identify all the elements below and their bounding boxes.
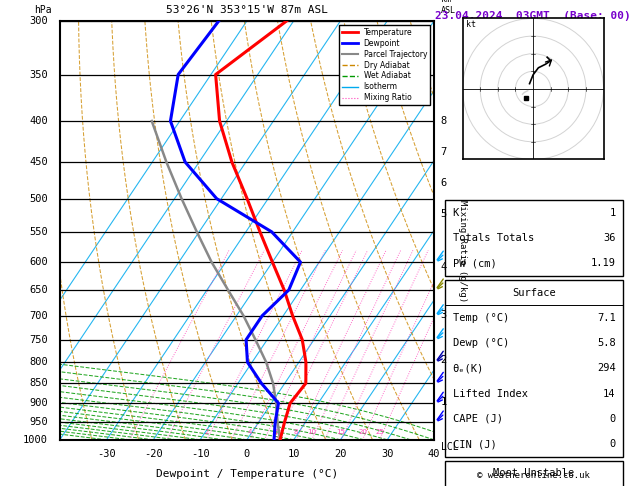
Text: PW (cm): PW (cm) <box>452 259 496 268</box>
Text: 6: 6 <box>441 178 447 188</box>
Text: 7.1: 7.1 <box>597 313 616 323</box>
Text: Mixing Ratio (g/kg): Mixing Ratio (g/kg) <box>457 200 467 302</box>
Text: Lifted Index: Lifted Index <box>452 389 528 399</box>
Text: 1: 1 <box>610 208 616 218</box>
Text: 15: 15 <box>337 429 345 435</box>
Text: 6: 6 <box>274 429 279 435</box>
Text: 53°26'N 353°15'W 87m ASL: 53°26'N 353°15'W 87m ASL <box>166 4 328 15</box>
Text: kt: kt <box>466 20 476 29</box>
Text: 10: 10 <box>287 449 300 459</box>
Text: 25: 25 <box>376 429 384 435</box>
Text: 600: 600 <box>29 257 48 267</box>
Text: LCL: LCL <box>441 442 459 452</box>
Text: 14: 14 <box>603 389 616 399</box>
Text: 10: 10 <box>307 429 316 435</box>
Text: 950: 950 <box>29 417 48 427</box>
Text: Dewp (°C): Dewp (°C) <box>452 338 509 348</box>
Bar <box>445 200 623 276</box>
Text: 5: 5 <box>441 208 447 219</box>
Text: 900: 900 <box>29 398 48 408</box>
Text: 20: 20 <box>334 449 347 459</box>
Text: 500: 500 <box>29 193 48 204</box>
Bar <box>445 280 623 457</box>
Text: 300: 300 <box>29 16 48 26</box>
Text: 1: 1 <box>441 398 447 407</box>
Text: © weatheronline.co.uk: © weatheronline.co.uk <box>477 471 589 480</box>
Text: -30: -30 <box>97 449 116 459</box>
Text: Dewpoint / Temperature (°C): Dewpoint / Temperature (°C) <box>156 469 338 479</box>
Text: CAPE (J): CAPE (J) <box>452 414 503 424</box>
Text: hPa: hPa <box>34 4 52 15</box>
Text: 400: 400 <box>29 116 48 126</box>
Text: 2: 2 <box>204 429 209 435</box>
Text: 7: 7 <box>441 147 447 157</box>
Text: -10: -10 <box>191 449 209 459</box>
Text: 36: 36 <box>603 233 616 243</box>
Text: 0: 0 <box>610 439 616 449</box>
Text: 550: 550 <box>29 227 48 237</box>
Text: 1.19: 1.19 <box>591 259 616 268</box>
Text: 0: 0 <box>244 449 250 459</box>
Text: 800: 800 <box>29 357 48 367</box>
Text: 650: 650 <box>29 285 48 295</box>
Text: 2: 2 <box>441 355 447 365</box>
Text: θₑ(K): θₑ(K) <box>452 364 484 373</box>
Text: 0: 0 <box>610 414 616 424</box>
Text: 30: 30 <box>381 449 394 459</box>
Text: 8: 8 <box>441 116 447 126</box>
Text: 350: 350 <box>29 69 48 80</box>
Text: 23.04.2024  03GMT  (Base: 00): 23.04.2024 03GMT (Base: 00) <box>435 11 629 21</box>
Text: -20: -20 <box>144 449 163 459</box>
Text: km
ASL: km ASL <box>441 0 456 15</box>
Text: 700: 700 <box>29 311 48 321</box>
Bar <box>445 461 623 486</box>
Text: 3: 3 <box>441 310 447 320</box>
Text: 4: 4 <box>441 261 447 272</box>
Text: 5.8: 5.8 <box>597 338 616 348</box>
Text: 294: 294 <box>597 364 616 373</box>
Text: K: K <box>452 208 459 218</box>
Text: CIN (J): CIN (J) <box>452 439 496 449</box>
Text: 750: 750 <box>29 335 48 345</box>
Text: 850: 850 <box>29 378 48 388</box>
Text: Surface: Surface <box>512 288 556 297</box>
Text: Temp (°C): Temp (°C) <box>452 313 509 323</box>
Text: 450: 450 <box>29 157 48 167</box>
Text: 40: 40 <box>428 449 440 459</box>
Text: 4: 4 <box>248 429 252 435</box>
Text: Totals Totals: Totals Totals <box>452 233 534 243</box>
Legend: Temperature, Dewpoint, Parcel Trajectory, Dry Adiabat, Wet Adiabat, Isotherm, Mi: Temperature, Dewpoint, Parcel Trajectory… <box>339 25 430 105</box>
Text: 1000: 1000 <box>23 435 48 445</box>
Text: Most Unstable: Most Unstable <box>493 469 575 478</box>
Text: 20: 20 <box>358 429 367 435</box>
Text: 8: 8 <box>294 429 298 435</box>
